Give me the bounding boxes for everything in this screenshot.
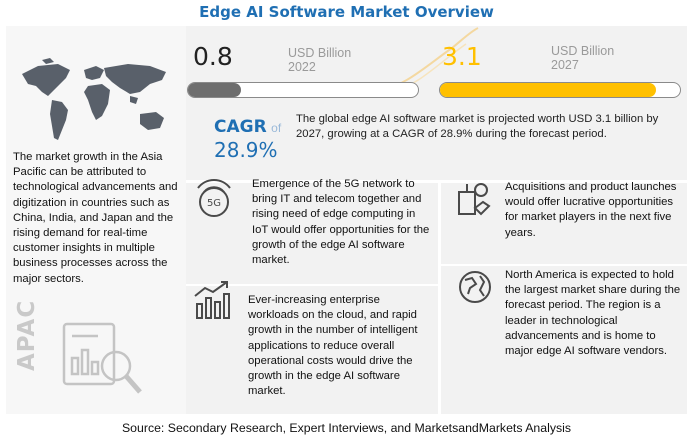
cagr-block: CAGR of 28.9% — [214, 116, 281, 161]
vertical-divider — [438, 183, 441, 414]
cagr-of: of — [271, 121, 282, 135]
unit-label-2027: USD Billion — [551, 44, 615, 58]
globe-icon — [459, 271, 491, 303]
market-bar-2027 — [439, 82, 681, 98]
growth-chart-icon — [194, 281, 230, 319]
cagr-value: 28.9% — [214, 138, 278, 162]
unit-2027: USD Billion 2027 — [551, 44, 614, 72]
year-2027: 2027 — [551, 58, 579, 72]
unit-2022: USD Billion 2022 — [288, 46, 351, 74]
acquisition-handshake-icon — [458, 183, 491, 216]
market-value-2027: 3.1 — [442, 42, 482, 71]
market-value-2022: 0.8 — [193, 42, 233, 71]
5g-network-icon: 5G — [197, 179, 231, 217]
market-bar-fill-2022 — [188, 83, 241, 97]
world-map-icon — [22, 58, 166, 140]
point-acquisitions: Acquisitions and product launches would … — [505, 181, 677, 239]
page-title: Edge AI Software Market Overview — [199, 3, 494, 21]
year-2022: 2022 — [288, 60, 316, 74]
svg-text:5G: 5G — [207, 198, 221, 209]
point-5g: Emergence of the 5G network to bring IT … — [252, 178, 430, 267]
apac-description: The market growth in the Asia Pacific ca… — [13, 151, 178, 285]
horizontal-divider — [186, 180, 687, 183]
market-bar-2022 — [187, 82, 419, 98]
left-divider — [186, 284, 438, 286]
right-divider — [441, 264, 687, 266]
apac-column: The market growth in the Asia Pacific ca… — [6, 26, 186, 414]
market-summary: The global edge AI software market is pr… — [296, 113, 659, 141]
unit-label-2022: USD Billion — [288, 46, 352, 60]
apac-label: APAC — [14, 299, 40, 371]
analytics-magnifier-icon — [62, 322, 142, 394]
cagr-label: CAGR — [214, 117, 267, 137]
point-north-america: North America is expected to hold the la… — [505, 269, 681, 358]
point-cloud-workloads: Ever-increasing enterprise workloads on … — [248, 294, 418, 398]
market-bar-fill-2027 — [440, 83, 656, 97]
source-note: Source: Secondary Research, Expert Inter… — [121, 421, 572, 435]
